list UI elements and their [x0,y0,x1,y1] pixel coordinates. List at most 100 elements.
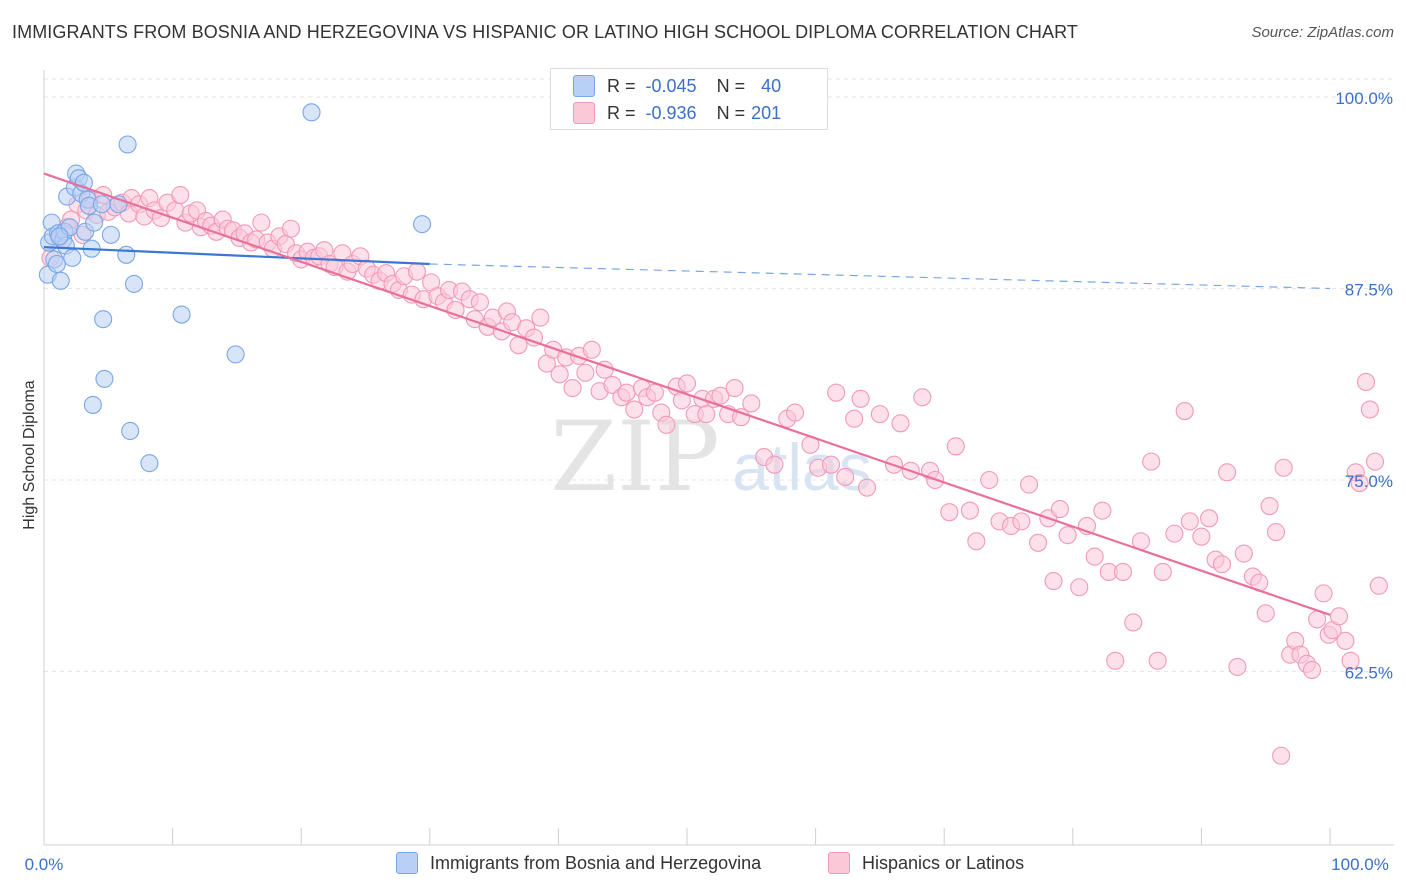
hispanic-point [845,409,864,428]
hispanic-point [1212,555,1232,574]
legend-item-hispanic[interactable]: Hispanics or Latinos [828,852,1024,874]
hispanic-point [1113,562,1133,581]
hispanic-point [827,383,846,402]
hispanic-point [1148,651,1167,670]
stats-n-label: N = [716,75,746,96]
bosnia-point [302,103,321,122]
hispanic-point [1020,475,1039,494]
hispanic-point [1274,458,1293,477]
watermark-atlas: atlas [732,430,871,504]
x-tick-label: 100.0% [1331,855,1389,874]
hispanic-point [281,219,300,238]
hispanic-point [1070,578,1089,597]
hispanic-point [1200,509,1219,528]
bosnia-point [124,274,144,293]
stats-r-label: R = [607,75,636,96]
legend-swatch-bosnia [396,852,418,874]
hispanic-point [603,375,622,395]
hispanic-point [1058,526,1077,545]
bosnia-point [413,215,432,234]
stats-n-value: 201 [751,102,782,123]
hispanic-point [980,470,999,490]
stats-n-value: 40 [761,75,782,96]
hispanic-point [1124,613,1143,632]
bosnia-point [172,305,191,324]
hispanic-point [1093,501,1112,520]
bosnia-point [101,225,120,244]
axes [43,70,1394,846]
bosnia-point [63,248,82,267]
hispanic-point [1314,584,1333,603]
bosnia-point [74,173,93,192]
hispanic-point [550,365,569,384]
hispanic-point [1234,544,1253,563]
hispanic-point [1044,572,1063,591]
hispanic-point [657,415,676,434]
bosnia-points [38,103,432,473]
hispanic-point [1153,562,1172,581]
hispanic-point [851,389,870,408]
hispanic-point [913,388,932,407]
stats-n-label: N = [716,102,746,123]
bosnia-trend-line [43,246,430,266]
hispanic-point [1142,452,1161,471]
hispanic-point [470,293,490,312]
stats-swatch-hispanic [573,102,595,124]
legend-item-bosnia[interactable]: Immigrants from Bosnia and Herzegovina [396,852,761,874]
bosnia-point [117,245,136,264]
hispanic-point [1106,651,1125,670]
hispanic-point [1356,372,1376,392]
hispanic-point [711,386,730,405]
hispanic-point [1012,512,1031,531]
hispanic-point [1050,500,1069,519]
bosnia-point [95,369,114,388]
hispanic-point [697,405,716,424]
hispanic-point [252,213,271,232]
hispanic-point [1329,607,1349,626]
hispanic-point [1029,533,1048,552]
stats-swatch-bosnia [573,75,595,97]
hispanic-point [765,455,784,474]
trend-lines [43,172,1331,616]
hispanic-point [582,340,601,359]
stats-r-value: -0.936 [645,102,697,123]
hispanic-point [1085,547,1104,566]
legend-label-bosnia: Immigrants from Bosnia and Herzegovina [430,852,762,873]
y-tick-label: 87.5% [1345,281,1393,300]
bosnia-point [50,227,69,246]
hispanic-point [967,532,986,551]
hispanic-point [171,185,190,205]
tick-labels: 62.5% 75.0% 87.5% 100.0% 0.0% 100.0% [25,89,1393,874]
hispanic-point [870,405,889,424]
legend-label-hispanic: Hispanics or Latinos [862,852,1025,873]
hispanic-point [625,400,644,419]
source-label: Source: ZipAtlas.com [1251,24,1394,41]
hispanic-point [524,328,544,347]
hispanic-points [41,185,1388,765]
hispanic-point [407,262,426,281]
stats-r-value: -0.045 [645,75,697,96]
hispanic-point [785,403,805,422]
gridlines [44,78,1394,672]
hispanic-point [946,437,965,456]
x-tick-label: 0.0% [25,855,64,874]
y-tick-label: 62.5% [1345,664,1393,683]
bosnia-point [51,271,70,290]
hispanic-point [151,208,171,228]
hispanic-point [1165,524,1184,543]
y-tick-label: 100.0% [1335,89,1393,108]
stats-row-hispanic: R = -0.936 N = 201 [573,100,781,126]
hispanic-point [1350,474,1369,493]
bosnia-point [85,213,104,232]
hispanic-trend-line [43,172,1331,616]
stats-r-label: R = [607,102,636,123]
stats-legend: R = -0.045 N = 40 R = -0.936 N = 201 [550,68,828,130]
hispanic-point [725,379,744,398]
hispanic-point [1369,576,1388,595]
hispanic-point [1256,604,1275,623]
hispanic-point [742,394,761,413]
stats-row-bosnia: R = -0.045 N = 40 [573,73,781,99]
hispanic-point [1272,746,1291,765]
hispanic-point [1302,660,1322,680]
